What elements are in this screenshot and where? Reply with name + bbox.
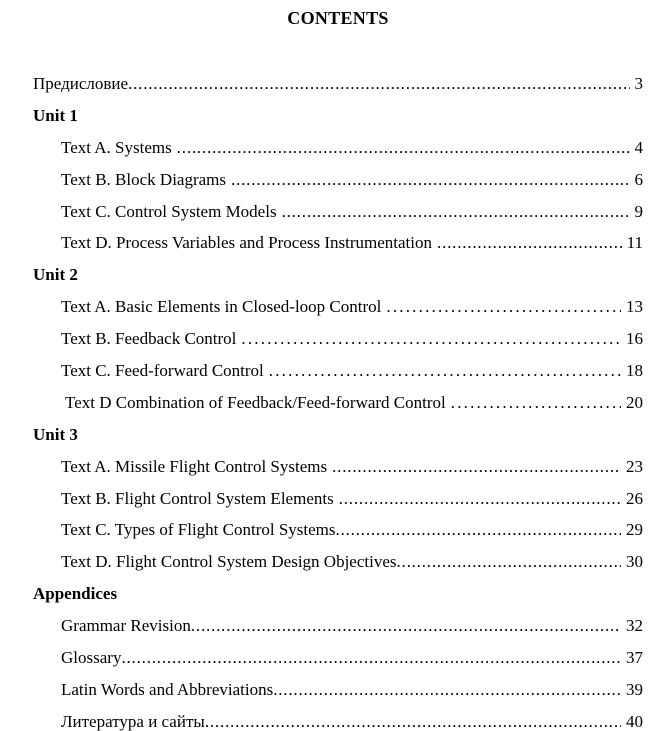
dot-leader [396, 546, 621, 578]
toc-entry-label: Text C. Feed-forward Control [61, 361, 264, 381]
dot-leader [205, 706, 621, 731]
page-title: CONTENTS [287, 8, 389, 28]
page-number: 11 [626, 233, 643, 253]
page-number: 3 [634, 74, 644, 93]
toc-entry: Glossary 37 [33, 642, 643, 674]
page-number: 23 [626, 456, 643, 476]
page-number: 20 [626, 392, 643, 412]
toc-entry: Text A. Systems 4 [33, 132, 643, 164]
toc-entry: Text D Combination of Feedback/Feed-forw… [33, 387, 643, 419]
toc-entry-label: Предисловие [33, 74, 129, 93]
dot-leader [339, 483, 621, 515]
toc-heading-label: Unit 1 [33, 105, 78, 125]
dot-leader [191, 610, 621, 642]
page-number: 30 [626, 552, 643, 572]
toc-entry-label: Text B. Feedback Control [61, 329, 237, 349]
toc-entry-label: Text D. Flight Control System Design Obj… [61, 552, 397, 572]
toc-heading-label: Unit 2 [33, 265, 78, 285]
dot-leader [386, 291, 621, 323]
dot-leader [128, 68, 629, 100]
toc-entry: Text B. Block Diagrams 6 [33, 164, 643, 196]
page-number: 29 [626, 520, 643, 540]
toc-entry-label: Glossary [61, 648, 122, 668]
toc-heading: Unit 1 [33, 100, 643, 132]
toc-entry-label: Latin Words and Abbreviations [61, 679, 274, 699]
page-number: 32 [626, 616, 643, 636]
page-number: 13 [626, 297, 643, 317]
toc-entry-label: Text B. Block Diagrams [61, 169, 227, 189]
page-number: 16 [626, 329, 643, 349]
dot-leader [451, 387, 621, 419]
page-number: 9 [634, 201, 644, 221]
toc-entry: Предисловие 3 [33, 68, 643, 100]
dot-leader [336, 514, 621, 546]
page-number: 37 [626, 648, 643, 668]
toc-entry-label: Text A. Systems [61, 137, 172, 157]
dot-leader [231, 164, 629, 196]
page-number: 6 [634, 169, 644, 189]
toc-entry: Latin Words and Abbreviations 39 [33, 674, 643, 706]
page-number: 18 [626, 361, 643, 381]
toc-entry: Text B. Flight Control System Elements 2… [33, 483, 643, 515]
toc-entry-label: Text C. Types of Flight Control Systems [61, 520, 336, 540]
dot-leader [177, 132, 630, 164]
toc-entry: Text C. Types of Flight Control Systems … [33, 514, 643, 546]
toc-entry-label: Литература и сайты [61, 711, 205, 731]
page-number: 40 [626, 711, 643, 731]
dot-leader [273, 674, 621, 706]
dot-leader [332, 451, 621, 483]
toc-heading-label: Unit 3 [33, 424, 78, 444]
toc-heading: Unit 3 [33, 419, 643, 451]
toc-entry: Grammar Revision 32 [33, 610, 643, 642]
toc-entry-label: Text A. Basic Elements in Closed-loop Co… [61, 297, 382, 317]
toc-heading: Unit 2 [33, 259, 643, 291]
dot-leader [241, 323, 621, 355]
page-number: 4 [634, 137, 644, 157]
toc-heading: Appendices [33, 578, 643, 610]
toc-entry-label: Grammar Revision [61, 616, 191, 636]
toc-list: Предисловие 3 Unit 1 Text A. Systems 4 T… [33, 68, 643, 731]
dot-leader [269, 355, 621, 387]
dot-leader [437, 227, 622, 259]
dot-leader [121, 642, 621, 674]
page-number: 39 [626, 679, 643, 699]
toc-entry-label: Text C. Control System Models [61, 201, 277, 221]
toc-entry-label: Text A. Missile Flight Control Systems [61, 456, 328, 476]
toc-entry: Text C. Feed-forward Control 18 [33, 355, 643, 387]
toc-entry: Text C. Control System Models 9 [33, 196, 643, 228]
page-number: 26 [626, 488, 643, 508]
toc-entry: Литература и сайты 40 [33, 706, 643, 731]
toc-entry: Text D. Flight Control System Design Obj… [33, 546, 643, 578]
toc-entry-label: Text D Combination of Feedback/Feed-forw… [65, 392, 446, 412]
toc-entry: Text A. Missile Flight Control Systems 2… [33, 451, 643, 483]
toc-entry-label: Text D. Process Variables and Process In… [61, 233, 433, 253]
toc-entry: Text D. Process Variables and Process In… [33, 227, 643, 259]
dot-leader [282, 196, 630, 228]
toc-heading-label: Appendices [33, 584, 118, 604]
toc-entry-label: Text B. Flight Control System Elements [61, 488, 334, 508]
toc-entry: Text B. Feedback Control 16 [33, 323, 643, 355]
toc-entry: Text A. Basic Elements in Closed-loop Co… [33, 291, 643, 323]
